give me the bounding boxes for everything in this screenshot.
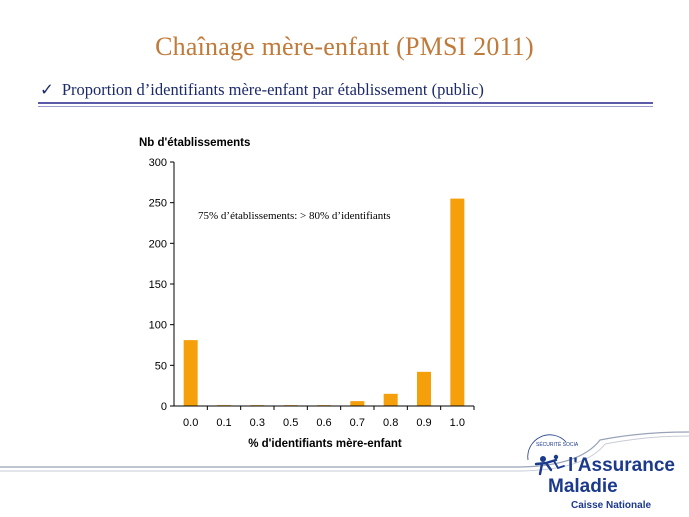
x-tick-label: 0.1: [216, 417, 231, 429]
bar: [350, 401, 365, 406]
slide-title: Chaînage mère-enfant (PMSI 2011): [155, 32, 534, 61]
header-rule-thin: [38, 106, 653, 107]
y-axis: 0 50 100 150 200 250 300: [149, 157, 175, 413]
header-rule: [38, 102, 653, 104]
svg-text:SÉCURITÉ SOCIALE: SÉCURITÉ SOCIALE: [536, 441, 578, 448]
checkmark-icon: ✓: [40, 80, 54, 99]
x-tick-label: 0.5: [283, 417, 298, 429]
logo-line1: l'Assurance: [568, 455, 675, 476]
bar: [383, 393, 398, 406]
bar: [450, 198, 465, 406]
bar: [183, 340, 198, 406]
x-axis-title: % d'identifiants mère-enfant: [248, 438, 402, 450]
subtitle: ✓ Proportion d’identifiants mère-enfant p…: [40, 80, 484, 100]
y-tick-label: 150: [149, 279, 167, 291]
y-tick-label: 300: [149, 157, 167, 169]
x-tick-label: 1.0: [450, 417, 465, 429]
x-tick-label: 0.7: [350, 417, 365, 429]
y-tick-label: 50: [155, 360, 167, 372]
x-tick-label: 0.9: [416, 417, 431, 429]
x-tick-label: 0.3: [250, 417, 265, 429]
chart-annotation: 75% d’établissements: > 80% d’identifian…: [198, 210, 391, 222]
y-tick-label: 100: [149, 320, 167, 332]
y-tick-label: 250: [149, 198, 167, 210]
y-tick-label: 0: [161, 401, 167, 413]
logo-line2: Maladie: [548, 476, 618, 497]
bars: [183, 198, 465, 406]
logo-line3: Caisse Nationale: [571, 500, 652, 511]
y-tick-label: 200: [149, 238, 167, 250]
x-axis: 0.0 0.1 0.3 0.5 0.6 0.7 0.8 0.9 1.0: [174, 405, 475, 429]
assurance-maladie-logo-icon: SÉCURITÉ SOCIALE: [527, 434, 578, 476]
x-tick-label: 0.0: [183, 417, 198, 429]
x-tick-label: 0.8: [383, 417, 398, 429]
x-tick-label: 0.6: [316, 417, 331, 429]
bar: [417, 371, 431, 406]
subtitle-text: Proportion d’identifiants mère-enfant pa…: [61, 80, 484, 99]
y-axis-title: Nb d'établissements: [139, 137, 250, 149]
